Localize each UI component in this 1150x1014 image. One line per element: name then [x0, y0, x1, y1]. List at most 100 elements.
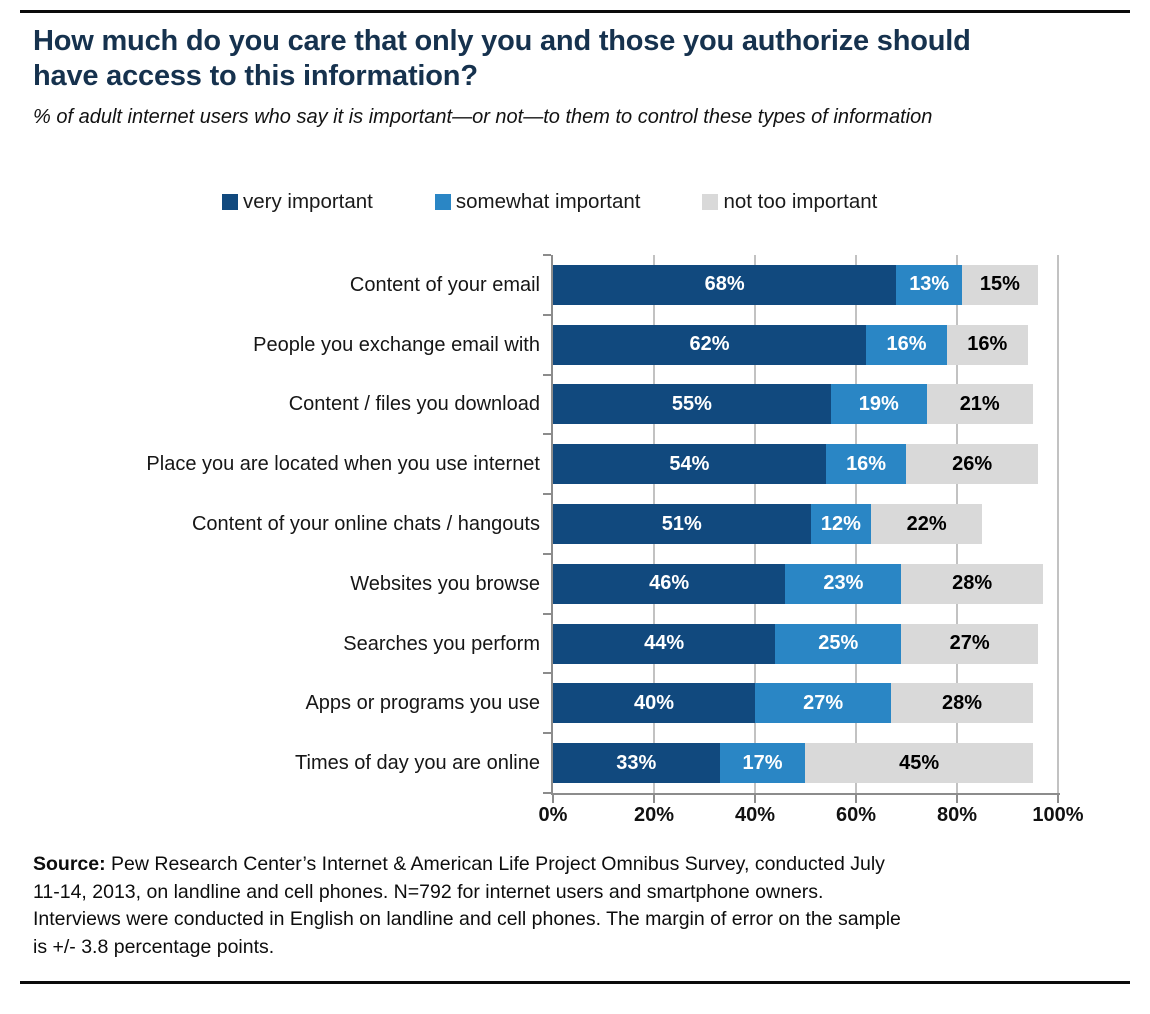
bar-value-label: 51%: [661, 512, 702, 535]
x-axis-tick: [552, 795, 554, 803]
y-axis-tick: [543, 612, 551, 615]
bar-segment-very-important: 44%: [553, 623, 776, 664]
bar-value-label: 12%: [820, 512, 861, 535]
bar-value-label: 45%: [899, 751, 940, 774]
category-label: Place you are located when you use inter…: [146, 453, 540, 476]
bar-value-label: 16%: [886, 333, 927, 356]
bar-row: 62% 16% 16%: [553, 324, 1058, 365]
bar-value-label: 55%: [671, 392, 712, 415]
x-axis-tick-label: 100%: [1032, 804, 1084, 826]
bar-value-label: 27%: [803, 691, 844, 714]
y-axis-tick: [543, 732, 551, 735]
bar-value-label: 40%: [633, 691, 675, 714]
y-axis-tick: [543, 792, 551, 795]
x-axis-tick: [1057, 795, 1059, 803]
bar-segment-very-important: 46%: [553, 563, 786, 604]
category-label: Times of day you are online: [295, 752, 540, 775]
bar-value-label: 17%: [742, 751, 783, 774]
bar-value-label: 27%: [949, 632, 990, 655]
source-label: Source:: [33, 853, 106, 875]
bar-row: 54% 16% 26%: [553, 444, 1058, 485]
category-label: Searches you perform: [343, 632, 540, 655]
bar-segment-not-too-important: 26%: [906, 444, 1038, 485]
bar-value-label: 13%: [909, 273, 950, 296]
x-axis-tick: [956, 795, 958, 803]
x-axis-tick: [653, 795, 655, 803]
bar-segment-somewhat-important: 23%: [785, 563, 902, 604]
category-label: Content of your online chats / hangouts: [191, 513, 540, 535]
bar-value-label: 16%: [967, 333, 1008, 356]
bar-value-label: 28%: [942, 691, 983, 714]
bar-segment-not-too-important: 45%: [805, 743, 1033, 784]
bar-value-label: 54%: [669, 452, 710, 475]
bar-segment-not-too-important: 21%: [926, 384, 1033, 425]
bar-value-label: 16%: [846, 452, 887, 475]
bar-row: 68% 13% 15%: [553, 264, 1058, 305]
x-axis-tick-label: 40%: [734, 804, 776, 826]
bar-value-label: 62%: [689, 333, 730, 356]
legend-label: not too important: [723, 190, 878, 213]
bottom-rule: [20, 981, 1130, 984]
y-axis-tick: [543, 313, 551, 316]
legend-item-very-important: very important: [222, 190, 373, 214]
bar-segment-somewhat-important: 27%: [755, 683, 892, 724]
category-label: People you exchange email with: [253, 333, 540, 356]
bar-segment-not-too-important: 28%: [891, 683, 1033, 724]
legend-label: very important: [243, 190, 373, 213]
top-rule: [20, 10, 1130, 13]
y-axis-tick: [543, 672, 551, 675]
bar-row: 55% 19% 21%: [553, 384, 1058, 425]
bar-segment-somewhat-important: 19%: [830, 384, 927, 425]
category-label: Content of your email: [349, 273, 540, 296]
bar-segment-not-too-important: 16%: [946, 324, 1028, 365]
gridline: [1057, 255, 1059, 793]
bar-value-label: 26%: [952, 452, 993, 475]
bar-segment-very-important: 68%: [553, 264, 897, 305]
legend-label: somewhat important: [455, 190, 641, 213]
bar-value-label: 15%: [979, 273, 1020, 296]
bar-value-label: 68%: [704, 273, 745, 296]
bar-segment-somewhat-important: 16%: [866, 324, 947, 365]
bar-segment-somewhat-important: 12%: [810, 504, 872, 544]
y-axis-tick: [543, 433, 551, 436]
legend-swatch-icon: [222, 194, 238, 210]
x-axis-tick-label: 0%: [538, 804, 568, 826]
bar-row: 33% 17% 45%: [553, 743, 1058, 784]
chart-subtitle: % of adult internet users who say it is …: [33, 106, 933, 128]
bar-value-label: 46%: [649, 572, 690, 595]
bar-segment-somewhat-important: 13%: [896, 264, 963, 305]
bar-row: 46% 23% 28%: [553, 563, 1058, 604]
bar-segment-very-important: 51%: [553, 504, 811, 544]
y-axis-tick: [543, 373, 551, 376]
bar-value-label: 23%: [823, 572, 864, 595]
bar-value-label: 22%: [906, 512, 947, 535]
source-text: Pew Research Center’s Internet & America…: [33, 853, 901, 959]
chart-title: How much do you care that only you and t…: [33, 25, 971, 93]
legend-swatch-icon: [702, 194, 719, 210]
x-axis-tick-label: 20%: [633, 804, 675, 826]
bar-row: 51% 12% 22%: [553, 504, 1058, 544]
source-note: Source: Pew Research Center’s Internet &…: [33, 851, 913, 962]
legend-swatch-icon: [434, 194, 451, 210]
bar-segment-not-too-important: 28%: [901, 563, 1043, 604]
bar-value-label: 28%: [952, 572, 993, 595]
x-axis-tick-label: 80%: [936, 804, 978, 826]
bar-segment-very-important: 62%: [553, 324, 867, 365]
y-axis-tick: [543, 552, 551, 555]
bar-segment-not-too-important: 15%: [962, 264, 1038, 305]
bar-segment-somewhat-important: 17%: [719, 743, 806, 784]
x-axis-tick: [855, 795, 857, 803]
category-label: Apps or programs you use: [305, 692, 540, 715]
bar-row: 40% 27% 28%: [553, 683, 1058, 724]
bar-segment-very-important: 40%: [553, 683, 755, 724]
y-axis-tick: [543, 493, 551, 496]
bar-value-label: 25%: [818, 632, 859, 655]
x-axis-line: [551, 793, 1060, 795]
legend: very important somewhat important not to…: [222, 190, 877, 214]
bar-segment-somewhat-important: 25%: [775, 623, 902, 664]
bar-segment-not-too-important: 22%: [871, 504, 983, 544]
category-label: Websites you browse: [350, 572, 540, 595]
y-axis-tick: [543, 254, 551, 256]
bar-segment-somewhat-important: 16%: [825, 444, 907, 485]
